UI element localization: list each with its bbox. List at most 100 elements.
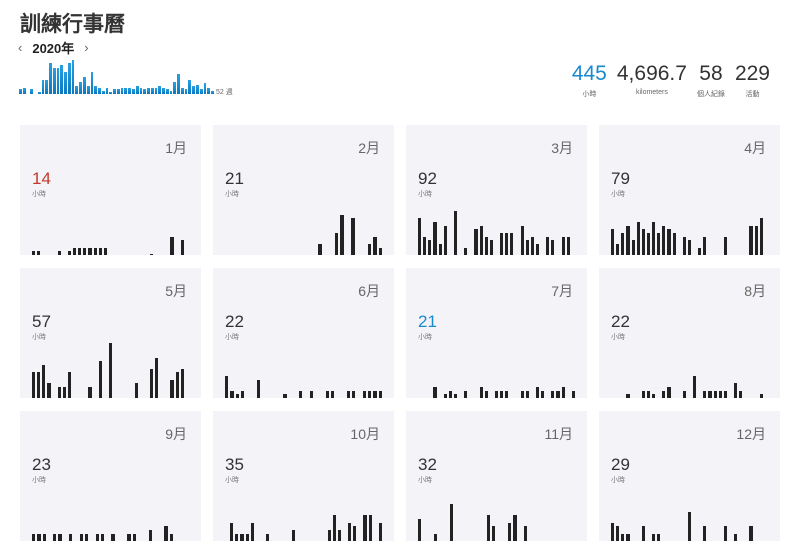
daily-bars bbox=[611, 200, 768, 255]
weekly-bar bbox=[41, 80, 45, 94]
day-bar bbox=[83, 247, 87, 255]
month-card[interactable]: 4月 79 小時 bbox=[599, 125, 780, 255]
day-bar bbox=[433, 387, 437, 398]
weekly-bar bbox=[173, 81, 177, 94]
month-name: 7月 bbox=[551, 283, 573, 299]
day-bar bbox=[698, 247, 702, 255]
day-bar bbox=[79, 533, 83, 541]
stat-activities: 229 活動 bbox=[734, 62, 770, 98]
day-bar bbox=[58, 533, 62, 541]
weekly-bar bbox=[199, 89, 203, 94]
daily-bars bbox=[32, 486, 189, 541]
day-bar bbox=[100, 533, 105, 541]
day-bar bbox=[353, 526, 357, 541]
day-bar bbox=[245, 533, 249, 541]
weekly-bar bbox=[56, 67, 60, 94]
month-name: 10月 bbox=[350, 426, 380, 442]
month-card[interactable]: 2月 21 小時 bbox=[213, 125, 394, 255]
month-hours-unit: 小時 bbox=[418, 191, 432, 198]
day-bar bbox=[230, 522, 234, 541]
day-bar bbox=[309, 390, 314, 398]
day-bar bbox=[693, 376, 697, 398]
day-bar bbox=[352, 390, 356, 398]
day-bar bbox=[611, 522, 615, 541]
day-bar bbox=[703, 526, 707, 541]
month-card[interactable]: 3月 92 小時 bbox=[406, 125, 587, 255]
weekly-bar bbox=[52, 67, 56, 94]
day-bar bbox=[423, 236, 427, 255]
day-bar bbox=[230, 390, 234, 398]
daily-bars bbox=[611, 486, 768, 541]
day-bar bbox=[734, 533, 738, 541]
day-bar bbox=[98, 361, 102, 398]
month-name: 5月 bbox=[165, 283, 187, 299]
day-bar bbox=[556, 390, 560, 398]
weekly-bar bbox=[98, 87, 101, 94]
day-bar bbox=[759, 218, 763, 255]
day-bar bbox=[646, 390, 650, 398]
day-bar bbox=[621, 533, 625, 541]
day-bar bbox=[235, 533, 239, 541]
month-hours-unit: 小時 bbox=[32, 334, 46, 341]
day-bar bbox=[148, 530, 152, 541]
day-bar bbox=[32, 372, 36, 398]
day-bar bbox=[448, 390, 452, 398]
chevron-left-icon[interactable]: ‹ bbox=[18, 40, 23, 55]
day-bar bbox=[134, 383, 138, 398]
day-bar bbox=[561, 387, 565, 398]
day-bar bbox=[662, 225, 666, 255]
month-card[interactable]: 11月 32 小時 bbox=[406, 411, 587, 541]
day-bar bbox=[235, 394, 239, 398]
day-bar bbox=[687, 240, 691, 255]
weekly-bar bbox=[71, 60, 75, 94]
day-bar bbox=[346, 390, 351, 398]
weekly-bar bbox=[203, 83, 207, 94]
month-card[interactable]: 5月 57 小時 bbox=[20, 268, 201, 398]
day-bar bbox=[175, 372, 179, 398]
weekly-bar bbox=[211, 90, 214, 94]
month-card[interactable]: 6月 22 小時 bbox=[213, 268, 394, 398]
day-bar bbox=[84, 533, 89, 541]
month-card[interactable]: 7月 21 小時 bbox=[406, 268, 587, 398]
month-hours: 21 bbox=[225, 169, 244, 188]
day-bar bbox=[127, 533, 131, 541]
weekly-bar bbox=[188, 80, 192, 94]
weekly-bar bbox=[90, 72, 94, 94]
month-card[interactable]: 12月 29 小時 bbox=[599, 411, 780, 541]
day-bar bbox=[69, 533, 73, 541]
month-name: 12月 bbox=[736, 426, 766, 442]
month-card[interactable]: 1月 14 小時 bbox=[20, 125, 201, 255]
weekly-bar bbox=[195, 84, 199, 94]
month-card[interactable]: 8月 22 小時 bbox=[599, 268, 780, 398]
day-bar bbox=[703, 390, 707, 398]
weekly-bar bbox=[184, 89, 188, 94]
day-bar bbox=[57, 387, 61, 398]
daily-bars bbox=[418, 486, 575, 541]
day-bar bbox=[438, 244, 442, 255]
month-name: 6月 bbox=[358, 283, 380, 299]
month-hours: 14 bbox=[32, 169, 51, 188]
daily-bars bbox=[225, 486, 382, 541]
weekly-bar bbox=[135, 86, 139, 94]
day-bar bbox=[641, 229, 645, 255]
daily-bars bbox=[225, 343, 382, 398]
day-bar bbox=[489, 240, 493, 255]
day-bar bbox=[453, 211, 457, 255]
weekly-hours-chart bbox=[19, 60, 214, 94]
month-card[interactable]: 10月 35 小時 bbox=[213, 411, 394, 541]
day-bar bbox=[667, 229, 671, 255]
day-bar bbox=[530, 236, 534, 255]
weekly-bar bbox=[150, 87, 154, 94]
weekly-bar bbox=[192, 86, 195, 94]
day-bar bbox=[373, 236, 377, 255]
day-bar bbox=[505, 390, 509, 398]
day-bar bbox=[667, 387, 671, 398]
day-bar bbox=[464, 247, 468, 255]
chevron-right-icon[interactable]: › bbox=[84, 40, 89, 55]
page-title: 訓練行事曆 bbox=[20, 13, 125, 36]
month-hours: 22 bbox=[225, 312, 244, 331]
day-bar bbox=[551, 390, 555, 398]
day-bar bbox=[37, 251, 41, 255]
day-bar bbox=[541, 390, 545, 398]
month-card[interactable]: 9月 23 小時 bbox=[20, 411, 201, 541]
